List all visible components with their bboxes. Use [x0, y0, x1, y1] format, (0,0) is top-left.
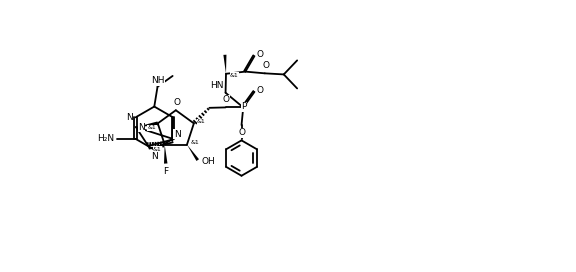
Text: N: N: [174, 130, 181, 139]
Text: NH: NH: [151, 76, 164, 85]
Text: H₂N: H₂N: [97, 134, 115, 143]
Polygon shape: [187, 145, 199, 161]
Text: OH: OH: [202, 157, 215, 166]
Text: N: N: [138, 123, 145, 132]
Text: &1: &1: [191, 140, 199, 145]
Text: &1: &1: [197, 119, 206, 124]
Text: P: P: [241, 102, 247, 111]
Polygon shape: [136, 122, 158, 127]
Text: O: O: [262, 61, 269, 70]
Text: O: O: [173, 98, 180, 107]
Text: &1: &1: [230, 73, 238, 78]
Text: O: O: [238, 128, 245, 137]
Text: O: O: [257, 50, 264, 59]
Polygon shape: [223, 55, 226, 74]
Text: O: O: [223, 95, 230, 104]
Text: N: N: [126, 113, 132, 122]
Text: &1: &1: [147, 125, 156, 131]
Polygon shape: [164, 145, 168, 164]
Text: HN: HN: [210, 81, 223, 90]
Text: O: O: [257, 86, 264, 95]
Text: N: N: [151, 152, 158, 161]
Text: F: F: [163, 167, 168, 177]
Text: &1: &1: [153, 147, 162, 152]
